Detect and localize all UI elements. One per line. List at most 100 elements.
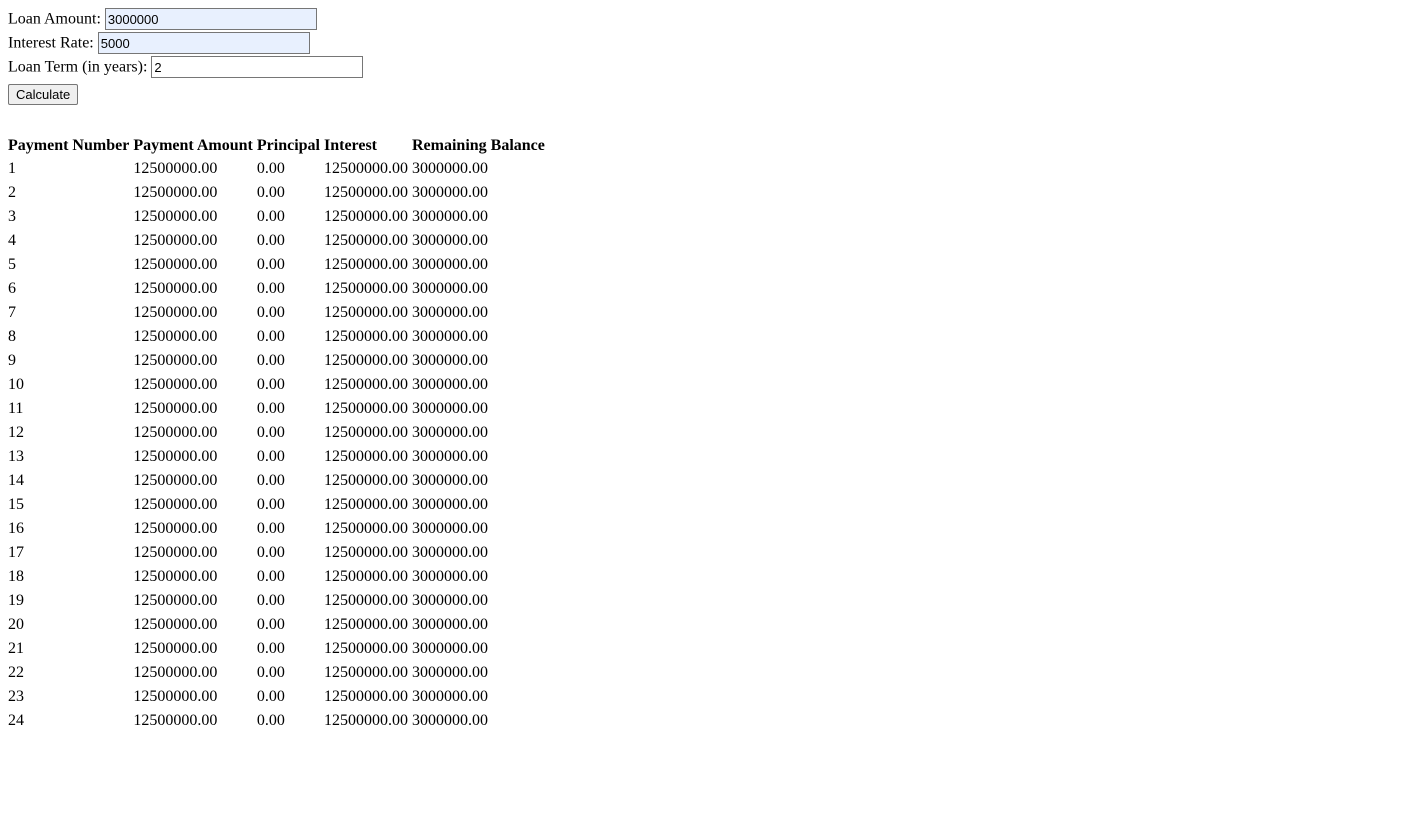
table-row: 412500000.000.0012500000.003000000.00 xyxy=(8,229,549,253)
table-cell: 0.00 xyxy=(257,589,324,613)
table-cell: 12500000.00 xyxy=(133,565,257,589)
table-cell: 23 xyxy=(8,685,133,709)
table-cell: 3000000.00 xyxy=(412,517,549,541)
table-cell: 0.00 xyxy=(257,661,324,685)
loan-amount-label: Loan Amount: xyxy=(8,11,101,28)
table-cell: 0.00 xyxy=(257,325,324,349)
table-cell: 10 xyxy=(8,373,133,397)
table-cell: 12500000.00 xyxy=(133,613,257,637)
table-cell: 12500000.00 xyxy=(324,229,412,253)
table-cell: 0.00 xyxy=(257,517,324,541)
table-cell: 12500000.00 xyxy=(133,181,257,205)
table-cell: 3000000.00 xyxy=(412,493,549,517)
table-cell: 12500000.00 xyxy=(324,277,412,301)
table-cell: 3000000.00 xyxy=(412,253,549,277)
table-row: 1712500000.000.0012500000.003000000.00 xyxy=(8,541,549,565)
table-cell: 0.00 xyxy=(257,205,324,229)
table-row: 1012500000.000.0012500000.003000000.00 xyxy=(8,373,549,397)
table-cell: 16 xyxy=(8,517,133,541)
table-cell: 12500000.00 xyxy=(324,493,412,517)
table-cell: 12500000.00 xyxy=(133,397,257,421)
table-cell: 3000000.00 xyxy=(412,277,549,301)
table-cell: 3000000.00 xyxy=(412,421,549,445)
table-cell: 12500000.00 xyxy=(324,613,412,637)
table-cell: 12500000.00 xyxy=(133,157,257,181)
table-cell: 3 xyxy=(8,205,133,229)
table-cell: 0.00 xyxy=(257,373,324,397)
table-cell: 3000000.00 xyxy=(412,349,549,373)
table-row: 712500000.000.0012500000.003000000.00 xyxy=(8,301,549,325)
table-header-row: Payment Number Payment Amount Principal … xyxy=(8,135,549,157)
table-cell: 0.00 xyxy=(257,685,324,709)
table-cell: 12500000.00 xyxy=(133,373,257,397)
table-cell: 12500000.00 xyxy=(324,301,412,325)
table-cell: 12500000.00 xyxy=(133,541,257,565)
table-row: 1212500000.000.0012500000.003000000.00 xyxy=(8,421,549,445)
calculate-button[interactable]: Calculate xyxy=(8,84,78,105)
table-cell: 1 xyxy=(8,157,133,181)
table-cell: 12500000.00 xyxy=(133,685,257,709)
table-row: 612500000.000.0012500000.003000000.00 xyxy=(8,277,549,301)
table-cell: 12 xyxy=(8,421,133,445)
table-row: 1612500000.000.0012500000.003000000.00 xyxy=(8,517,549,541)
table-cell: 19 xyxy=(8,589,133,613)
table-cell: 12500000.00 xyxy=(133,325,257,349)
interest-rate-input[interactable] xyxy=(98,32,310,54)
table-cell: 12500000.00 xyxy=(133,301,257,325)
table-cell: 12500000.00 xyxy=(324,325,412,349)
loan-term-input[interactable] xyxy=(151,56,363,78)
table-cell: 12500000.00 xyxy=(133,253,257,277)
table-row: 1112500000.000.0012500000.003000000.00 xyxy=(8,397,549,421)
table-cell: 12500000.00 xyxy=(324,565,412,589)
table-cell: 12500000.00 xyxy=(133,445,257,469)
table-cell: 12500000.00 xyxy=(324,685,412,709)
loan-amount-input[interactable] xyxy=(105,8,317,30)
table-cell: 24 xyxy=(8,709,133,733)
table-cell: 12500000.00 xyxy=(324,589,412,613)
table-cell: 3000000.00 xyxy=(412,205,549,229)
table-cell: 0.00 xyxy=(257,301,324,325)
table-cell: 17 xyxy=(8,541,133,565)
table-row: 2312500000.000.0012500000.003000000.00 xyxy=(8,685,549,709)
table-cell: 12500000.00 xyxy=(324,661,412,685)
table-cell: 0.00 xyxy=(257,397,324,421)
table-cell: 3000000.00 xyxy=(412,709,549,733)
table-row: 1812500000.000.0012500000.003000000.00 xyxy=(8,565,549,589)
table-row: 2412500000.000.0012500000.003000000.00 xyxy=(8,709,549,733)
table-row: 1412500000.000.0012500000.003000000.00 xyxy=(8,469,549,493)
table-cell: 0.00 xyxy=(257,709,324,733)
table-cell: 12500000.00 xyxy=(133,517,257,541)
col-payment-amount: Payment Amount xyxy=(133,135,257,157)
table-cell: 13 xyxy=(8,445,133,469)
table-cell: 15 xyxy=(8,493,133,517)
table-row: 112500000.000.0012500000.003000000.00 xyxy=(8,157,549,181)
table-cell: 0.00 xyxy=(257,613,324,637)
table-cell: 5 xyxy=(8,253,133,277)
table-cell: 4 xyxy=(8,229,133,253)
table-cell: 12500000.00 xyxy=(324,349,412,373)
table-cell: 12500000.00 xyxy=(133,637,257,661)
table-cell: 12500000.00 xyxy=(324,541,412,565)
table-cell: 12500000.00 xyxy=(133,709,257,733)
table-cell: 3000000.00 xyxy=(412,541,549,565)
table-cell: 3000000.00 xyxy=(412,589,549,613)
table-cell: 12500000.00 xyxy=(133,661,257,685)
table-row: 2012500000.000.0012500000.003000000.00 xyxy=(8,613,549,637)
table-cell: 21 xyxy=(8,637,133,661)
table-cell: 0.00 xyxy=(257,253,324,277)
table-cell: 7 xyxy=(8,301,133,325)
table-cell: 3000000.00 xyxy=(412,325,549,349)
table-cell: 3000000.00 xyxy=(412,229,549,253)
table-cell: 0.00 xyxy=(257,181,324,205)
table-cell: 6 xyxy=(8,277,133,301)
table-cell: 0.00 xyxy=(257,349,324,373)
table-cell: 3000000.00 xyxy=(412,157,549,181)
table-cell: 12500000.00 xyxy=(324,421,412,445)
table-cell: 0.00 xyxy=(257,157,324,181)
table-cell: 9 xyxy=(8,349,133,373)
table-cell: 3000000.00 xyxy=(412,565,549,589)
table-cell: 3000000.00 xyxy=(412,181,549,205)
col-remaining-balance: Remaining Balance xyxy=(412,135,549,157)
table-cell: 12500000.00 xyxy=(324,253,412,277)
table-cell: 18 xyxy=(8,565,133,589)
